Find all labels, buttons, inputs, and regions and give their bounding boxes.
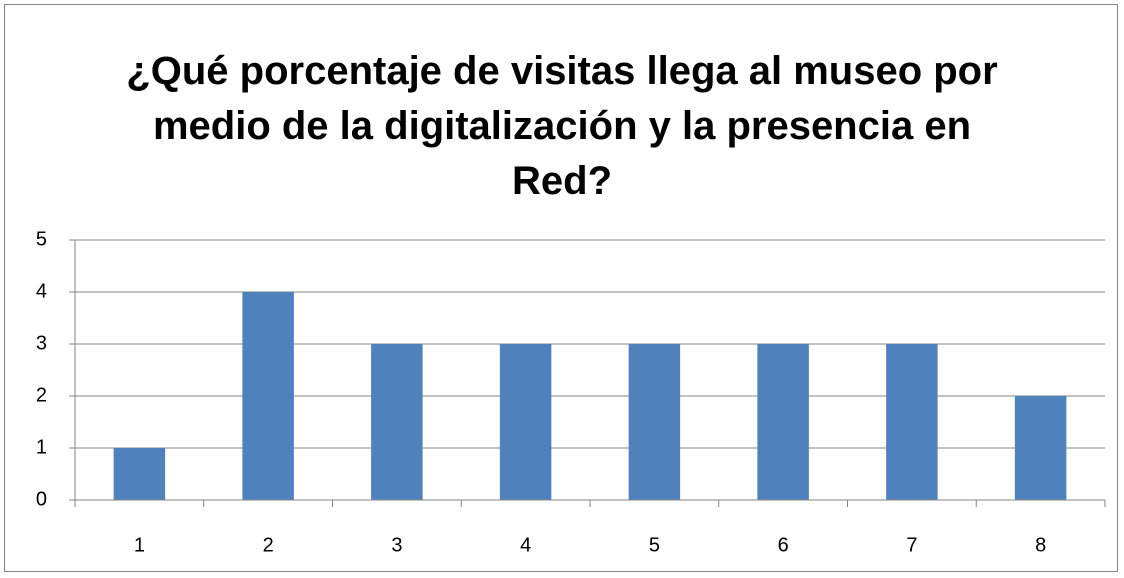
chart-frame [4, 4, 1118, 572]
bar [1014, 396, 1067, 500]
bar [499, 344, 552, 500]
y-tick-label: 0 [36, 488, 47, 510]
x-tick-label: 8 [1035, 534, 1046, 556]
y-tick-label: 3 [36, 332, 47, 354]
x-tick-label: 1 [134, 534, 145, 556]
x-tick-label: 6 [778, 534, 789, 556]
bar [886, 344, 938, 500]
bar [757, 344, 809, 500]
y-tick-label: 4 [36, 280, 47, 302]
bar [242, 292, 294, 500]
bar [113, 448, 166, 500]
bar [628, 344, 681, 500]
x-tick-label: 3 [391, 534, 402, 556]
bar [371, 344, 423, 500]
x-tick-label: 5 [649, 534, 660, 556]
chart-title: ¿Qué porcentaje de visitas llega al muse… [126, 49, 998, 203]
y-tick-label: 5 [36, 228, 47, 250]
x-tick-label: 4 [520, 534, 531, 556]
y-tick-label: 2 [36, 384, 47, 406]
y-tick-label: 1 [36, 436, 47, 458]
x-tick-label: 7 [906, 534, 917, 556]
x-tick-label: 2 [263, 534, 274, 556]
